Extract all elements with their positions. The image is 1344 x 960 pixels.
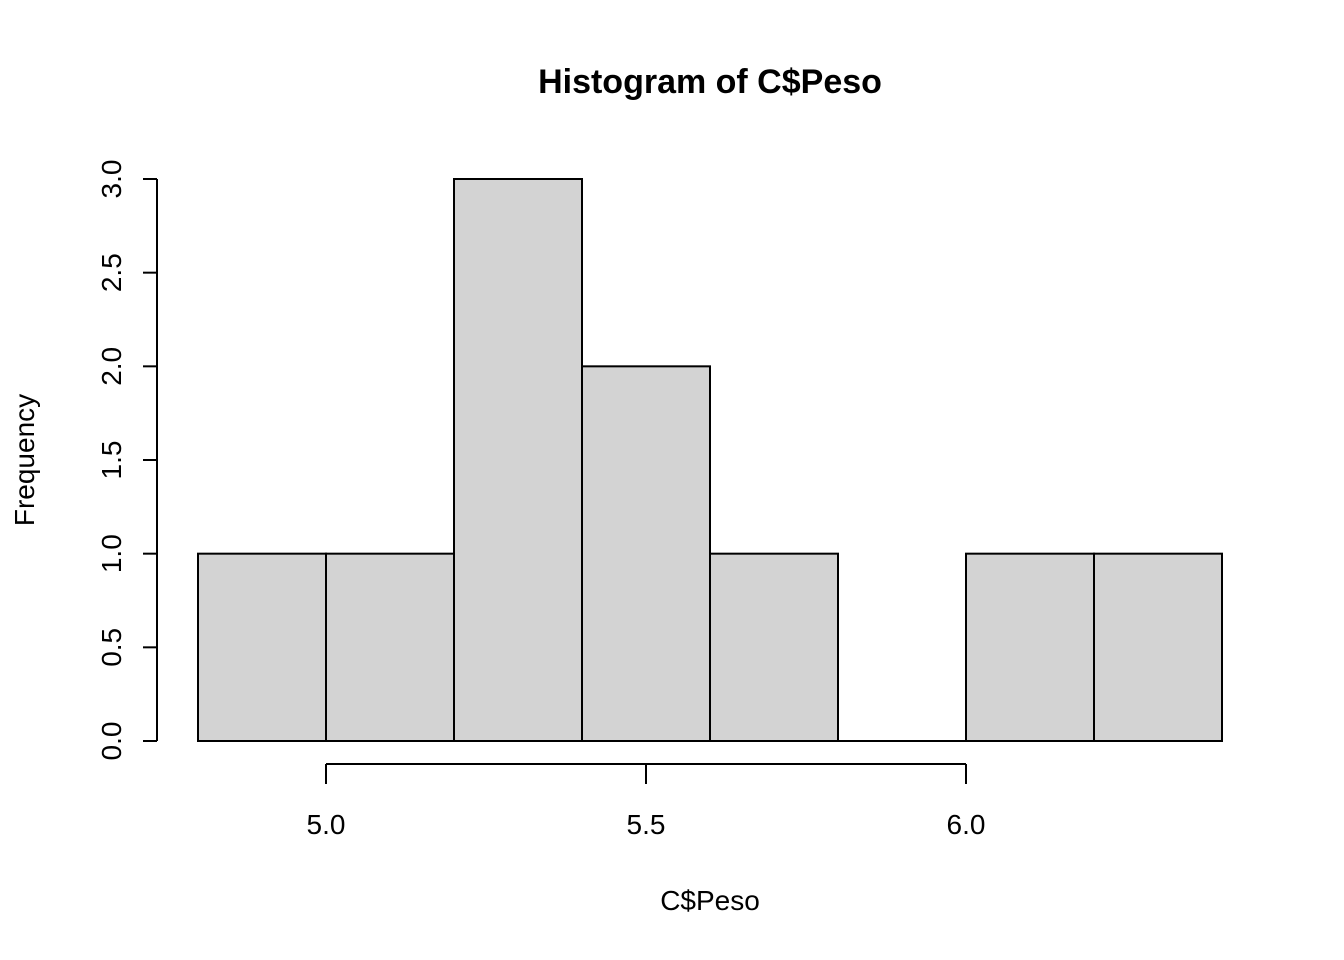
histogram-bar xyxy=(581,365,711,742)
y-axis-title: Frequency xyxy=(9,394,40,526)
chart-title: Histogram of C$Peso xyxy=(538,63,882,101)
y-tick-label: 2.5 xyxy=(96,253,127,292)
x-axis: 5.0 5.5 6.0 xyxy=(307,763,986,840)
y-tick-label: 1.0 xyxy=(96,534,127,573)
histogram-bar xyxy=(197,552,327,743)
x-tick-label: 5.5 xyxy=(627,809,666,840)
x-axis-title: C$Peso xyxy=(660,885,760,916)
y-tick-label: 0.5 xyxy=(96,628,127,667)
x-tick-label: 5.0 xyxy=(307,809,346,840)
y-tick-label: 1.5 xyxy=(96,441,127,480)
histogram-bar xyxy=(709,552,839,743)
x-tick-label: 6.0 xyxy=(947,809,986,840)
histogram-bar xyxy=(325,552,455,743)
y-tick-label: 0.0 xyxy=(96,722,127,761)
histogram-bar xyxy=(1093,552,1223,743)
y-axis: 0.0 0.5 1.0 1.5 2.0 2.5 3.0 xyxy=(96,160,158,761)
y-tick-label: 3.0 xyxy=(96,160,127,199)
histogram-bar xyxy=(453,178,583,742)
histogram-bars xyxy=(197,178,1223,743)
y-tick-label: 2.0 xyxy=(96,347,127,386)
histogram-bar xyxy=(965,552,1095,743)
